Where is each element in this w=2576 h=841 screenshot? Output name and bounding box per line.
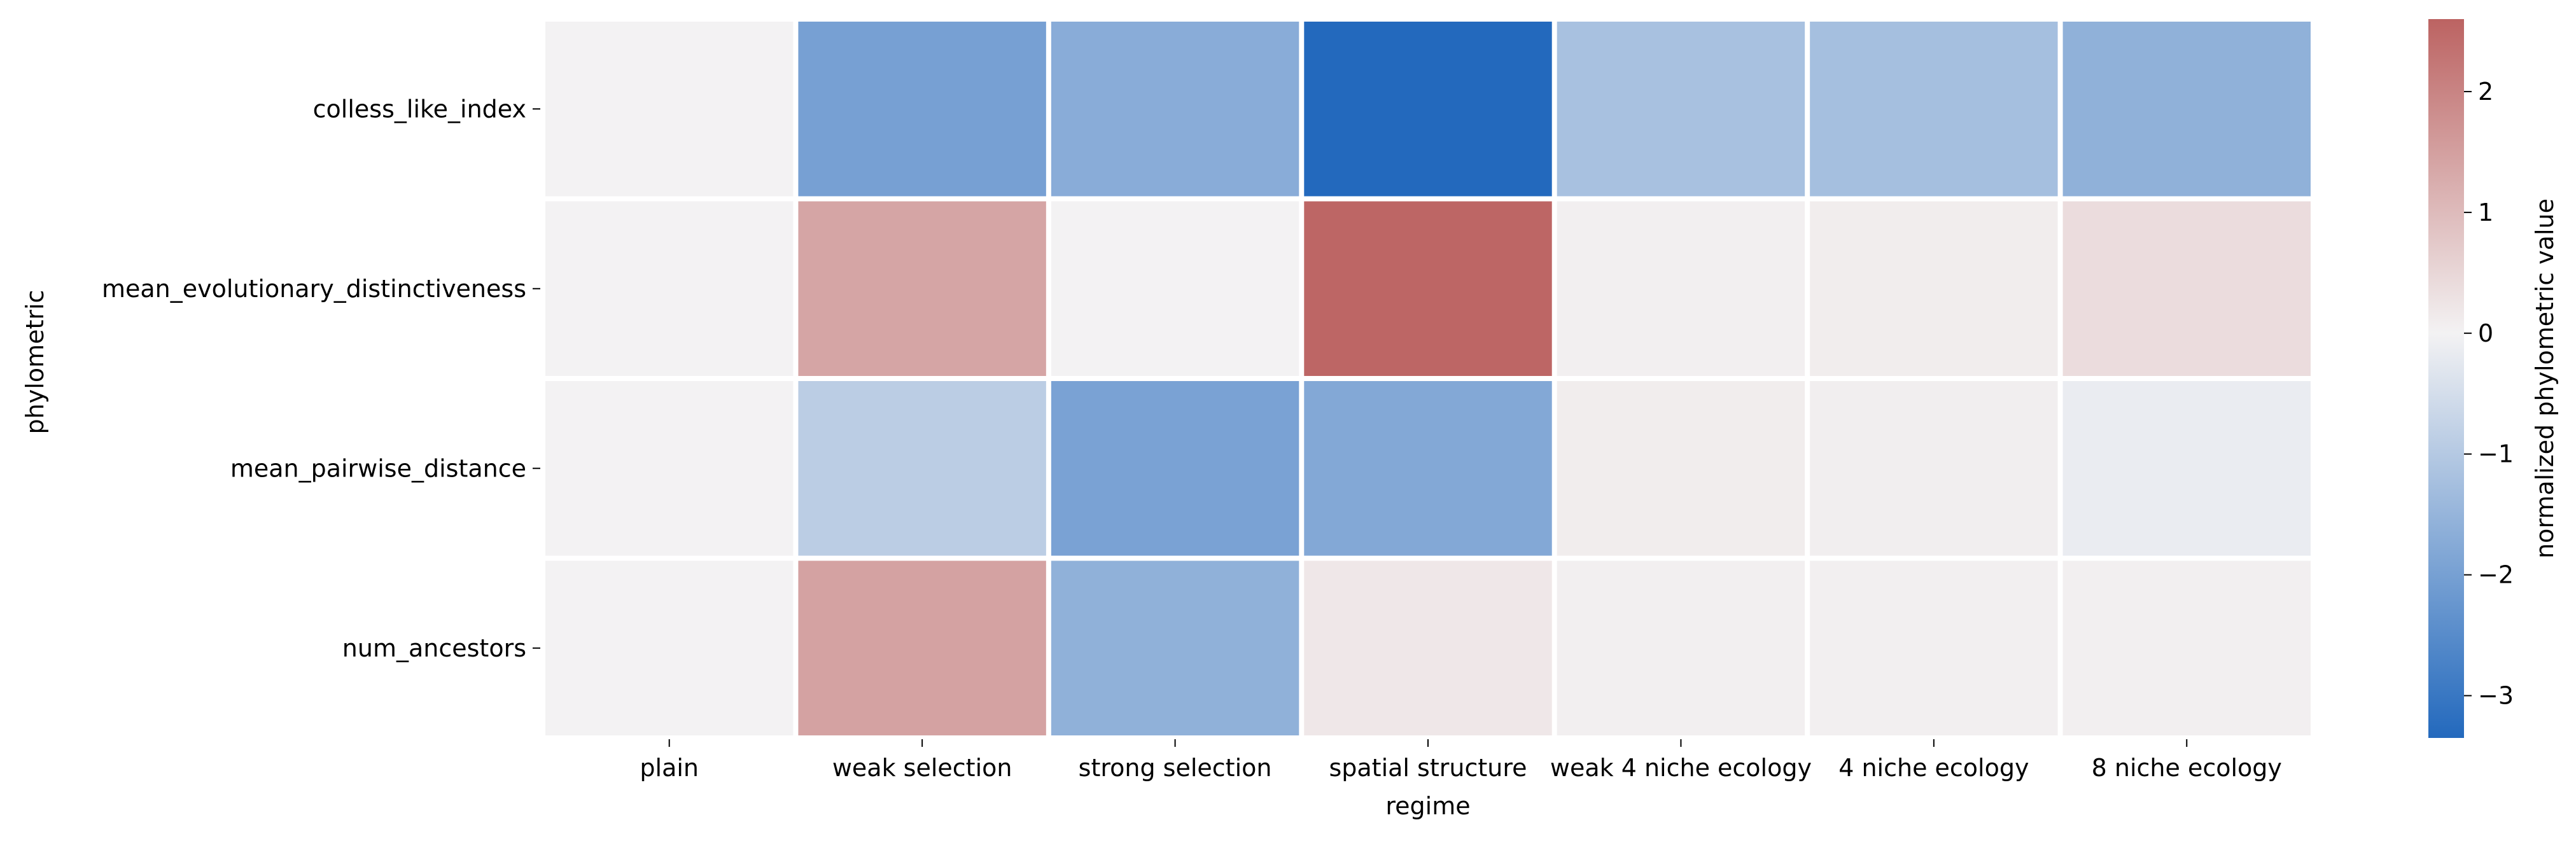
x-tick-label: weak selection xyxy=(832,754,1012,782)
x-tick-label: 4 niche ecology xyxy=(1838,754,2029,782)
heatmap-cell-0-0 xyxy=(545,22,794,197)
colorbar-tick-label: −1 xyxy=(2478,440,2514,468)
heatmap-cell-0-2 xyxy=(1051,22,1299,197)
x-tick-label: plain xyxy=(640,754,699,782)
heatmap-cell-0-6 xyxy=(2062,22,2311,197)
colorbar-tick-label: 2 xyxy=(2478,78,2493,106)
heatmap-cell-2-1 xyxy=(798,381,1046,556)
heatmap-cell-3-2 xyxy=(1051,560,1299,735)
colorbar-tick-label: −2 xyxy=(2478,561,2514,589)
y-tick-label: mean_pairwise_distance xyxy=(230,454,526,482)
heatmap-cell-1-2 xyxy=(1051,201,1299,376)
colorbar-tick-label: −3 xyxy=(2478,682,2514,710)
heatmap-cells xyxy=(545,22,2311,735)
heatmap-cell-2-2 xyxy=(1051,381,1299,556)
heatmap-cell-2-6 xyxy=(2062,381,2311,556)
heatmap-cell-2-4 xyxy=(1557,381,1805,556)
x-tick-label: weak 4 niche ecology xyxy=(1550,754,1812,782)
colorbar-label: normalized phylometric value xyxy=(2531,198,2559,559)
heatmap-cell-3-5 xyxy=(1810,560,2058,735)
y-tick-label: mean_evolutionary_distinctiveness xyxy=(102,275,526,303)
heatmap-cell-2-0 xyxy=(545,381,794,556)
heatmap-cell-2-5 xyxy=(1810,381,2058,556)
heatmap-cell-1-5 xyxy=(1810,201,2058,376)
heatmap-cell-0-4 xyxy=(1557,22,1805,197)
x-axis-label: regime xyxy=(1385,792,1470,820)
heatmap-cell-3-3 xyxy=(1304,560,1552,735)
x-tick-label: spatial structure xyxy=(1329,754,1527,782)
x-tick-labels: plain weak selection strong selection spati… xyxy=(640,739,2282,782)
heatmap-cell-3-6 xyxy=(2062,560,2311,735)
heatmap-cell-0-3 xyxy=(1304,22,1552,197)
colorbar-tick-label: 1 xyxy=(2478,198,2493,226)
colorbar-ticks: −3 −2 −1 0 1 2 xyxy=(2464,78,2514,710)
heatmap-cell-3-4 xyxy=(1557,560,1805,735)
y-axis-label: phylometric xyxy=(21,290,49,434)
x-tick-label: 8 niche ecology xyxy=(2092,754,2282,782)
heatmap-cell-1-3 xyxy=(1304,201,1552,376)
heatmap-cell-2-3 xyxy=(1304,381,1552,556)
heatmap-cell-0-5 xyxy=(1810,22,2058,197)
y-tick-labels: colless_like_index mean_evolutionary_dist… xyxy=(102,95,540,662)
heatmap-cell-1-4 xyxy=(1557,201,1805,376)
y-tick-label: num_ancestors xyxy=(342,634,526,662)
heatmap-cell-3-1 xyxy=(798,560,1046,735)
heatmap-cell-0-1 xyxy=(798,22,1046,197)
y-tick-label: colless_like_index xyxy=(313,95,526,123)
heatmap-cell-3-0 xyxy=(545,560,794,735)
heatmap-cell-1-1 xyxy=(798,201,1046,376)
colorbar-tick-label: 0 xyxy=(2478,319,2493,347)
heatmap-cell-1-0 xyxy=(545,201,794,376)
x-tick-label: strong selection xyxy=(1079,754,1272,782)
heatmap-cell-1-6 xyxy=(2062,201,2311,376)
colorbar xyxy=(2428,19,2464,738)
